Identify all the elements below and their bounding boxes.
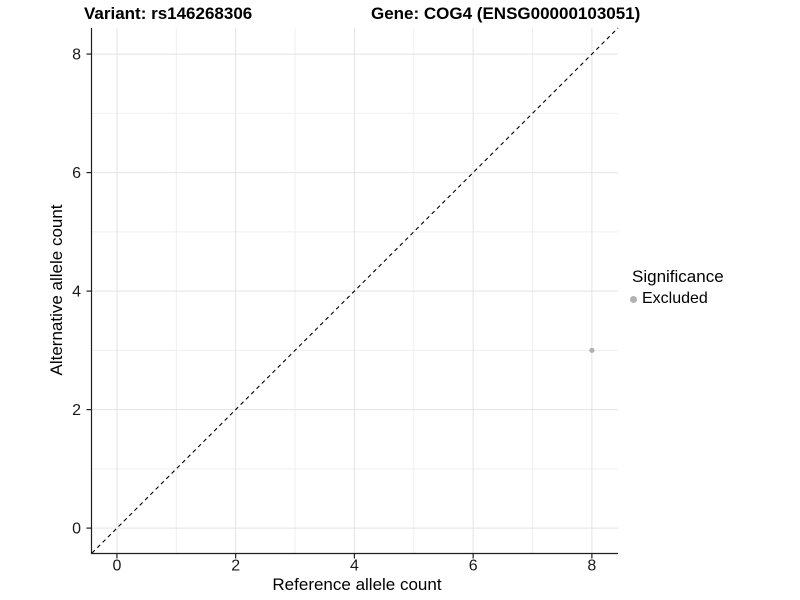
y-axis-title: Alternative allele count <box>47 204 66 375</box>
x-tick-label: 4 <box>350 558 359 575</box>
y-tick-label: 2 <box>72 402 81 419</box>
y-tick-label: 0 <box>72 521 81 538</box>
x-axis-title: Reference allele count <box>272 575 441 594</box>
y-tick-label: 6 <box>72 165 81 182</box>
x-tick-label: 8 <box>587 558 596 575</box>
legend-item-excluded: Excluded <box>630 290 724 308</box>
x-tick-label: 2 <box>231 558 240 575</box>
data-point <box>589 347 595 353</box>
y-tick-label: 8 <box>72 47 81 64</box>
identity-line <box>91 27 619 554</box>
legend: Significance Excluded <box>630 267 724 308</box>
plot-title-variant: Variant: rs146268306 <box>84 4 253 23</box>
legend-point-icon <box>630 295 637 303</box>
legend-title: Significance <box>632 267 724 286</box>
legend-item-label: Excluded <box>642 290 708 307</box>
plot-title-gene: Gene: COG4 (ENSG00000103051) <box>371 4 641 23</box>
x-tick-label: 0 <box>112 558 121 575</box>
x-tick-label: 6 <box>469 558 478 575</box>
y-tick-label: 4 <box>72 284 81 301</box>
